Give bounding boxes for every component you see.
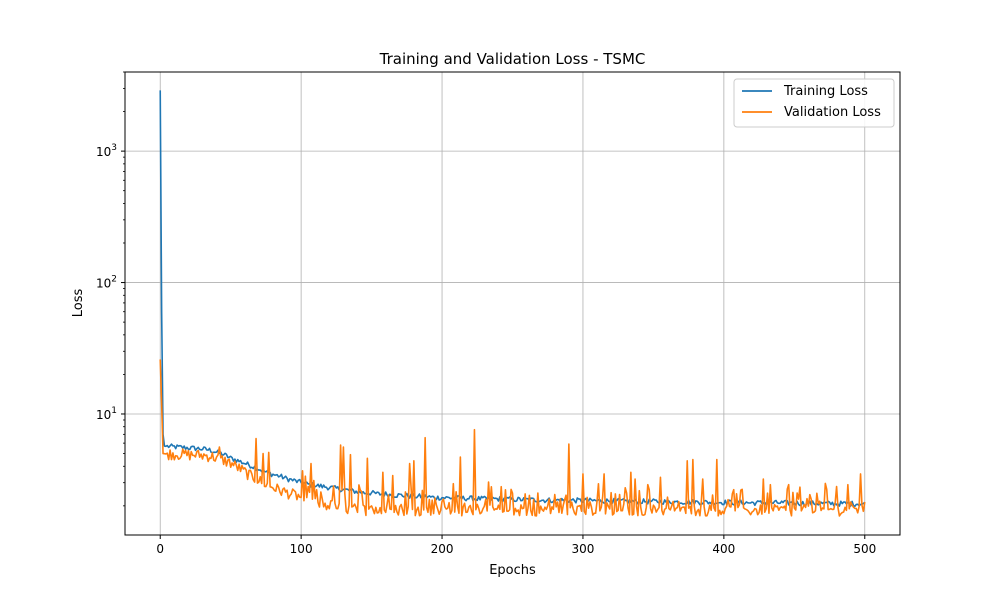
- series-lines: [159, 90, 866, 517]
- x-tick-label: 0: [156, 542, 164, 556]
- legend-box: [733, 78, 895, 128]
- y-axis-ticks: 101 102 103: [96, 71, 125, 507]
- grid-lines: [125, 72, 900, 535]
- plot-area: [125, 72, 900, 535]
- chart-title: Training and Validation Loss - TSMC: [379, 50, 646, 68]
- x-tick-label: 200: [431, 542, 454, 556]
- x-axis-title: Epochs: [489, 563, 536, 578]
- x-axis-ticks: 0 100 200 300 400 500: [156, 535, 876, 556]
- x-tick-label: 100: [290, 542, 313, 556]
- legend-label-validation-loss: Validation Loss: [784, 105, 881, 120]
- x-tick-label: 300: [572, 542, 595, 556]
- y-tick-label: 101: [96, 406, 117, 422]
- x-tick-label: 400: [712, 542, 735, 556]
- legend-label-training-loss: Training Loss: [783, 84, 868, 99]
- plot-frame: [124, 71, 901, 536]
- y-tick-label: 103: [96, 143, 117, 159]
- series-line-validation-loss: [159, 359, 866, 517]
- y-tick-label: 102: [96, 275, 117, 291]
- y-axis-title: Loss: [71, 289, 86, 318]
- legend: Training Loss Validation Loss: [733, 78, 895, 128]
- x-tick-label: 500: [853, 542, 876, 556]
